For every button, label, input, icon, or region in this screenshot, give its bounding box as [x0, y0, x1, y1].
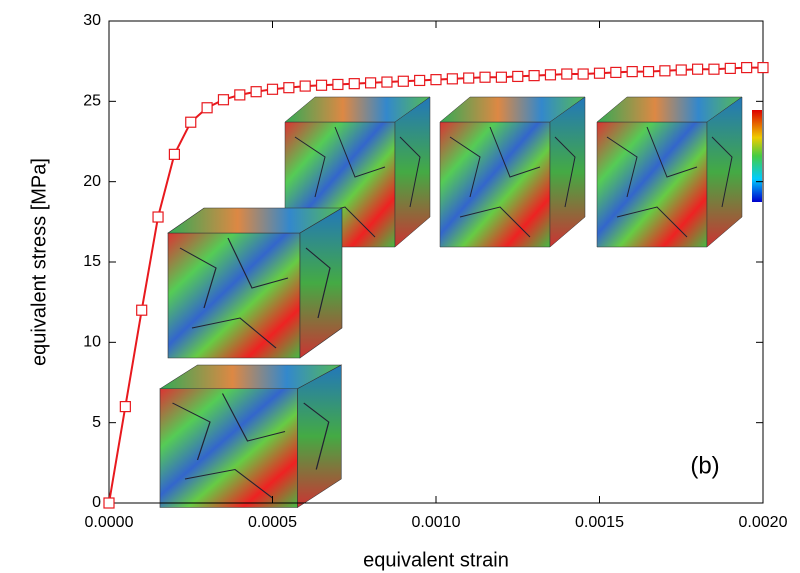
- y-tick-label: 15: [83, 253, 101, 270]
- data-marker: [495, 71, 507, 83]
- data-marker: [741, 61, 753, 74]
- x-tick-label: 0.0000: [85, 514, 134, 531]
- data-marker: [577, 68, 589, 80]
- data-marker: [266, 83, 279, 95]
- x-tick-label: 0.0015: [575, 514, 624, 531]
- y-tick-label: 0: [92, 494, 101, 511]
- data-marker: [365, 77, 377, 89]
- data-marker: [283, 82, 295, 94]
- data-marker: [299, 80, 311, 92]
- data-marker: [397, 75, 409, 87]
- inset-cube: [439, 96, 586, 248]
- data-marker: [479, 71, 491, 83]
- data-marker: [430, 74, 442, 86]
- x-tick-label: 0.0005: [248, 514, 297, 531]
- data-marker: [250, 86, 262, 98]
- data-marker: [463, 72, 475, 84]
- y-tick-label: 25: [83, 93, 101, 110]
- data-marker: [724, 62, 736, 74]
- y-tick-label: 30: [83, 12, 101, 29]
- data-marker: [708, 63, 720, 75]
- data-marker: [544, 69, 557, 81]
- data-marker: [152, 211, 164, 223]
- data-marker: [332, 78, 344, 91]
- data-marker: [414, 74, 426, 87]
- data-marker: [528, 70, 540, 82]
- inset-images: [159, 96, 762, 509]
- data-marker: [103, 497, 115, 509]
- data-marker: [185, 116, 197, 128]
- data-marker: [675, 64, 687, 76]
- data-marker: [757, 61, 769, 74]
- data-marker: [136, 304, 148, 316]
- y-tick-label: 20: [83, 173, 101, 190]
- data-marker: [168, 148, 180, 160]
- inset-cube: [159, 364, 342, 509]
- data-marker: [234, 89, 246, 101]
- x-tick-label: 0.0020: [739, 514, 788, 531]
- y-axis-label: equivalent stress [MPa]: [28, 158, 50, 366]
- data-marker: [315, 79, 328, 91]
- data-marker: [512, 70, 524, 83]
- data-marker: [610, 66, 622, 79]
- data-marker: [119, 401, 131, 413]
- data-marker: [217, 94, 230, 106]
- data-marker: [348, 78, 360, 90]
- data-marker: [446, 73, 458, 85]
- y-tick-label: 5: [92, 414, 101, 431]
- x-tick-label: 0.0010: [412, 514, 461, 531]
- inset-cube: [596, 96, 743, 248]
- data-marker: [561, 68, 573, 80]
- colorbar: [752, 110, 762, 202]
- y-tick-label: 10: [83, 334, 101, 351]
- data-marker: [201, 102, 213, 114]
- data-marker: [626, 66, 638, 78]
- data-marker: [381, 76, 393, 88]
- data-marker: [691, 63, 704, 75]
- data-marker: [659, 65, 671, 77]
- annotation: (b): [690, 452, 719, 479]
- data-marker: [593, 67, 606, 79]
- inset-cube: [167, 207, 343, 359]
- data-marker: [642, 66, 655, 78]
- x-axis-label: equivalent strain: [363, 549, 509, 571]
